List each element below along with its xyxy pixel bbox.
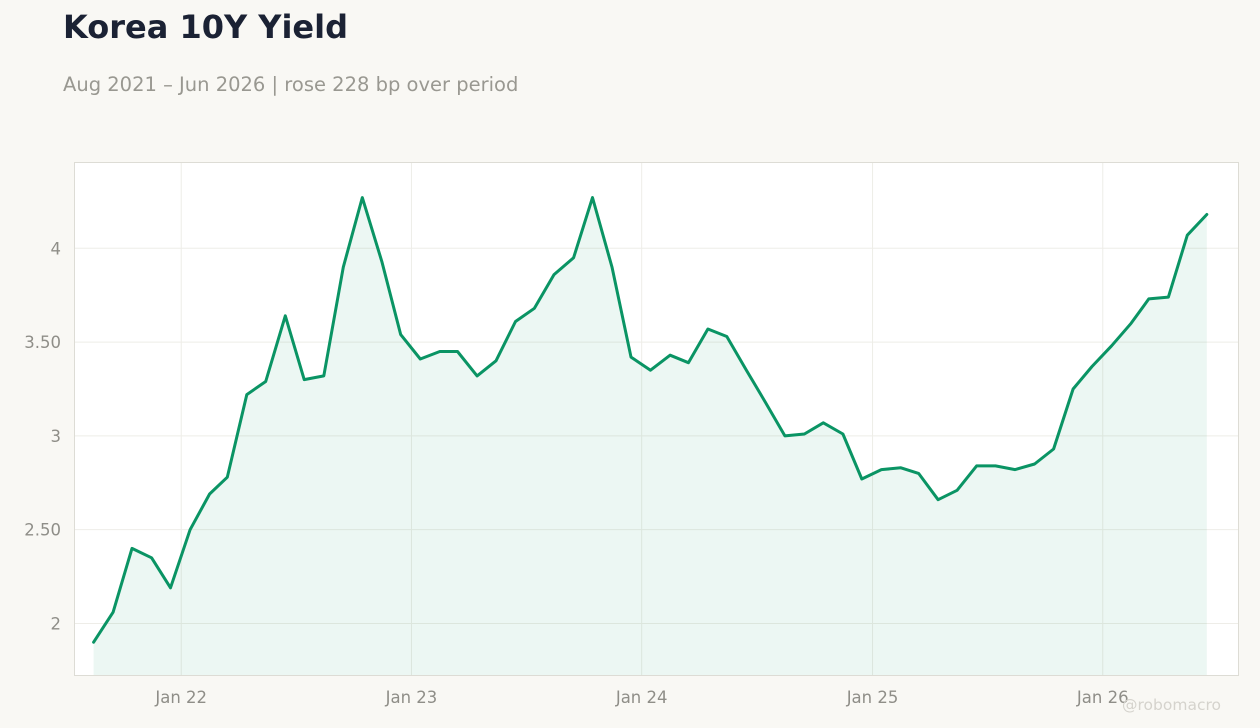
watermark: @robomacro bbox=[1122, 696, 1221, 714]
y-axis-labels: 2 2.50 3 3.50 4 bbox=[24, 239, 61, 633]
x-tick-label: Jan 25 bbox=[846, 688, 899, 707]
y-tick-label: 3.50 bbox=[24, 333, 61, 352]
y-tick-label: 2.50 bbox=[24, 521, 61, 540]
chart-subtitle: Aug 2021 – Jun 2026 | rose 228 bp over p… bbox=[63, 73, 519, 96]
x-tick-label: Jan 26 bbox=[1076, 688, 1129, 707]
chart-title: Korea 10Y Yield bbox=[63, 8, 348, 46]
gridlines bbox=[75, 163, 1238, 675]
y-tick-label: 2 bbox=[51, 614, 62, 633]
x-tick-label: Jan 22 bbox=[154, 688, 207, 707]
y-tick-label: 4 bbox=[51, 239, 62, 258]
yield-area-fill bbox=[93, 197, 1207, 675]
x-tick-label: Jan 23 bbox=[385, 688, 438, 707]
x-tick-label: Jan 24 bbox=[615, 688, 668, 707]
x-axis-labels: Jan 22 Jan 23 Jan 24 Jan 25 Jan 26 bbox=[154, 688, 1128, 707]
y-tick-label: 3 bbox=[51, 427, 62, 446]
yield-line bbox=[92, 196, 1209, 644]
